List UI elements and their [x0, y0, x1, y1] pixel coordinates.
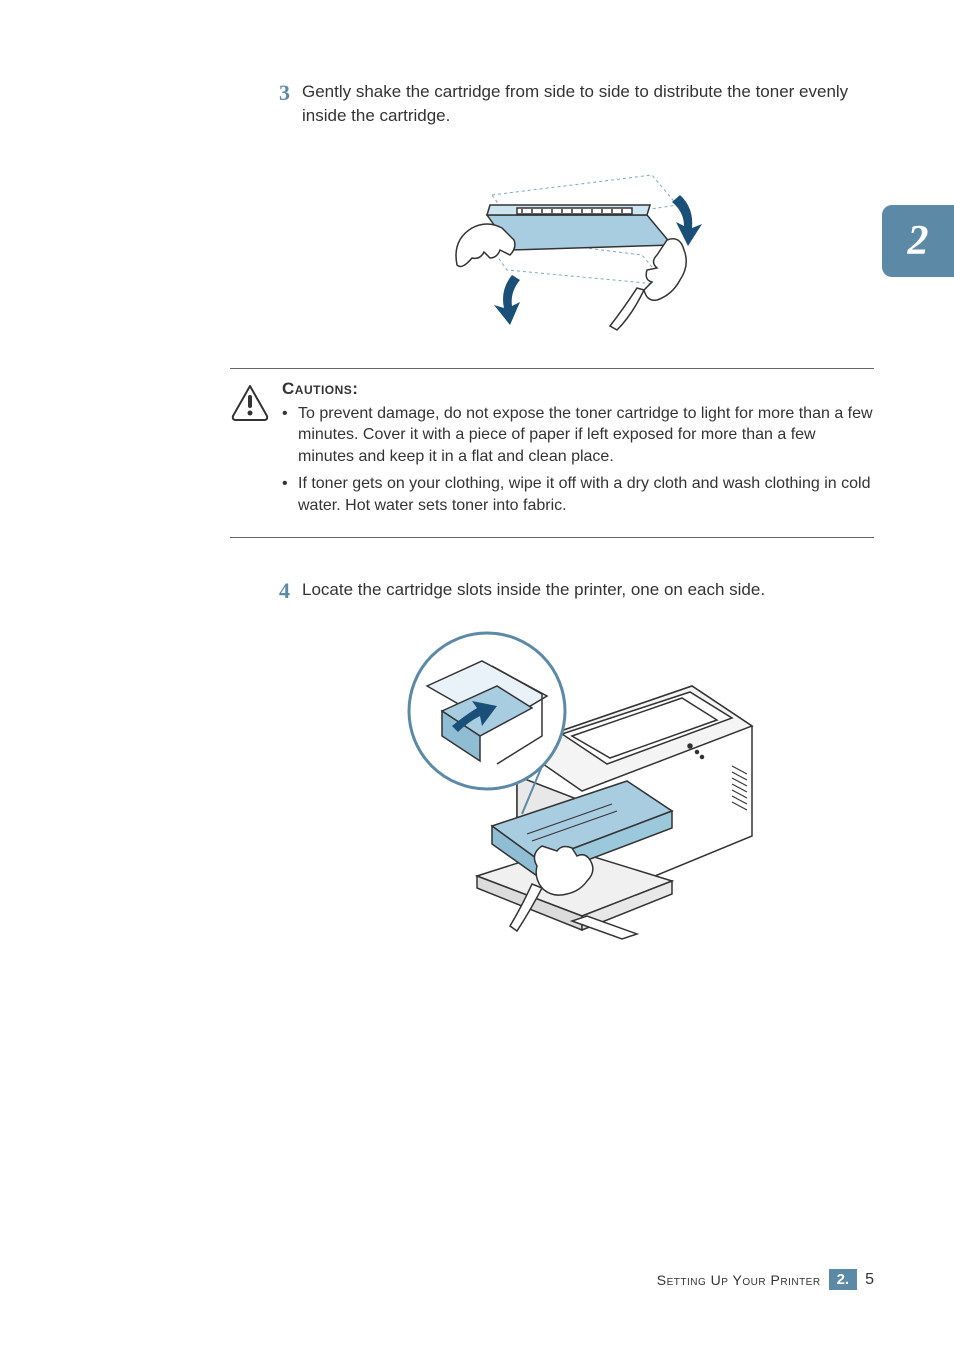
- chapter-tab: 2: [882, 205, 954, 277]
- step-4-number: 4: [270, 578, 302, 604]
- step-4-text: Locate the cartridge slots inside the pr…: [302, 578, 874, 602]
- cautions-block: Cautions: To prevent damage, do not expo…: [230, 368, 874, 538]
- figure-shake-cartridge: [270, 140, 874, 340]
- step-4: 4 Locate the cartridge slots inside the …: [270, 578, 874, 604]
- footer-chapter-box: 2.: [829, 1269, 858, 1290]
- cautions-heading: Cautions:: [282, 379, 874, 399]
- chapter-tab-number: 2: [908, 217, 929, 265]
- page-footer: Setting Up Your Printer 2. 5: [657, 1269, 874, 1290]
- figure-insert-cartridge: [270, 616, 874, 956]
- step-3-text: Gently shake the cartridge from side to …: [302, 80, 874, 128]
- step-3: 3 Gently shake the cartridge from side t…: [270, 80, 874, 128]
- step-3-number: 3: [270, 80, 302, 106]
- footer-page-number: 5: [865, 1271, 874, 1289]
- caution-icon: [230, 383, 270, 428]
- footer-section-title: Setting Up Your Printer: [657, 1272, 821, 1288]
- cautions-list: To prevent damage, do not expose the ton…: [282, 403, 874, 517]
- caution-item: To prevent damage, do not expose the ton…: [282, 403, 874, 468]
- caution-item: If toner gets on your clothing, wipe it …: [282, 473, 874, 516]
